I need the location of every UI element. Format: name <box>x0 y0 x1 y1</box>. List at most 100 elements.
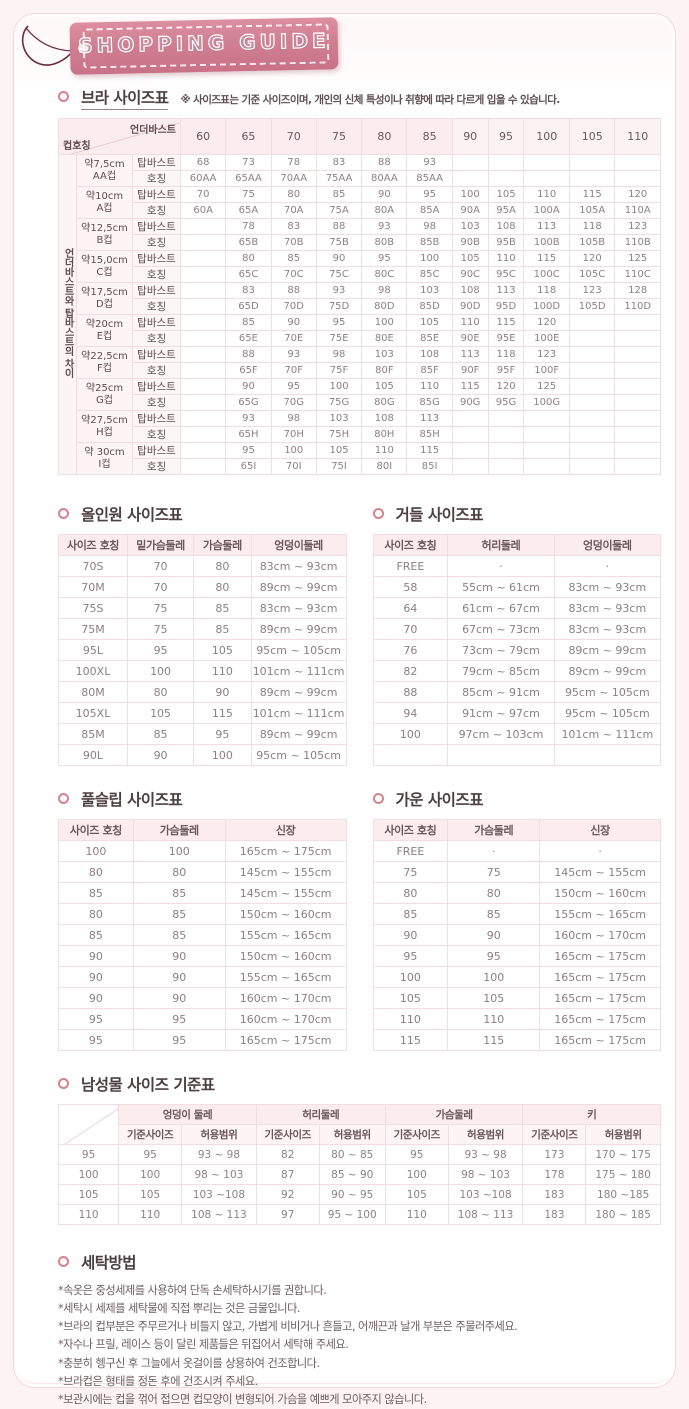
allinone-cell: 85 <box>126 723 195 745</box>
table-row: 76 73cm ~ 79cm 89cm ~ 99cm <box>372 639 662 661</box>
men-sub-header: 기준사이즈 <box>384 1124 449 1145</box>
allinone-cell: 101cm ~ 111cm <box>250 702 347 724</box>
bra-cell: 90E <box>451 330 489 347</box>
girdle-cell: 101cm ~ 111cm <box>553 723 662 745</box>
bra-cell: 65B <box>225 234 272 251</box>
men-cell: 175 ~ 180 <box>585 1164 661 1185</box>
bra-cell <box>614 314 661 331</box>
bra-cup-diff: 약20cm <box>85 319 124 330</box>
bra-cell: 100 <box>361 314 408 331</box>
bra-cell: 85 <box>315 186 363 203</box>
bra-cell: 115 <box>451 378 489 395</box>
table-row: 75 75 145cm ~ 155cm <box>372 861 661 883</box>
bra-cell <box>179 266 227 283</box>
bra-cup-name: 약27,5cm H컵 <box>76 410 133 443</box>
table-row: 90 90 160cm ~ 170cm <box>58 987 347 1009</box>
bra-column-header: 80 <box>361 118 408 155</box>
gown-cell: 75 <box>372 861 449 883</box>
section-header-men: 남성물 사이즈 기준표 <box>58 1073 661 1096</box>
men-cell: 98 ~ 103 <box>181 1164 257 1185</box>
bra-row-call: 호칭 60A 65A 70A 75A 80A 85A 90A 95A 100A 105A 110A <box>59 202 661 219</box>
bra-row-type-call: 호칭 <box>132 170 181 187</box>
bra-row-type-topbust: 탑바스트 <box>132 314 181 331</box>
gown-cell: 85 <box>447 903 541 925</box>
men-cell: 80 ~ 85 <box>318 1144 386 1165</box>
section-title-girdle: 거들 사이즈표 <box>395 506 484 524</box>
men-cell: 105 <box>384 1184 449 1205</box>
bra-cell: 70F <box>270 362 317 379</box>
bra-cell: 115 <box>406 442 453 459</box>
men-sub-header: 기준사이즈 <box>118 1124 183 1145</box>
fullslip-cell: 145cm ~ 155cm <box>224 882 347 904</box>
tag-body: SHOPPING GUIDE <box>69 17 339 75</box>
bra-cell: 100D <box>523 298 570 315</box>
bra-row-call: 호칭 65F 70F 75F 80F 85F 90F 95F 100F <box>59 362 661 379</box>
bra-cell <box>487 458 525 475</box>
section-header-allinone: 올인원 사이즈표 <box>58 503 347 526</box>
gown-cell: 155cm ~ 165cm <box>539 903 661 925</box>
bra-cell: 68 <box>179 154 227 171</box>
wash-instruction-item: *속옷은 중성세제를 사용하여 단독 손세탁하시기를 권합니다. <box>58 1284 327 1297</box>
bra-cup-label: A컵 <box>96 202 113 214</box>
table-row: 70S 70 80 83cm ~ 93cm <box>58 555 347 577</box>
bra-cell: 110 <box>406 378 453 395</box>
men-sub-header: 허용범위 <box>318 1124 386 1145</box>
bra-cell: 85A <box>406 202 453 219</box>
bra-row-type-topbust: 탑바스트 <box>132 442 181 459</box>
men-cell: 100 <box>118 1164 183 1185</box>
bra-cell: 80E <box>361 330 408 347</box>
fullslip-size-table: 사이즈 호칭 가슴둘레 신장 100 100 165cm ~ 175cm 80 80 145c… <box>58 819 347 1051</box>
bra-row-type-topbust: 탑바스트 <box>132 154 181 171</box>
bra-cup-diff: 약15,0cm <box>81 255 128 266</box>
bra-cell <box>614 378 661 395</box>
bra-cell <box>179 282 227 299</box>
table-row: 80 85 150cm ~ 160cm <box>58 903 347 925</box>
bra-cell <box>568 330 616 347</box>
allinone-cell: 85 <box>193 597 252 619</box>
bullet-icon <box>58 1078 69 1089</box>
table-row: 100 100 165cm ~ 175cm <box>372 966 661 988</box>
gown-cell: 115 <box>447 1029 541 1051</box>
bra-corner-cup-label: 컵호칭 <box>63 141 91 152</box>
bra-cell: 120 <box>487 378 525 395</box>
fullslip-cell: 80 <box>132 861 226 883</box>
bra-row-type-topbust: 탑바스트 <box>132 186 181 203</box>
bra-row-type-call: 호칭 <box>132 298 181 315</box>
allinone-cell: 80 <box>193 555 252 577</box>
bra-cell <box>614 346 661 363</box>
allinone-cell: 80M <box>58 681 128 703</box>
bra-cell: 80H <box>361 426 408 443</box>
bra-cell: 95 <box>406 186 453 203</box>
men-cell: 105 <box>118 1184 183 1205</box>
bra-cell: 118 <box>523 282 570 299</box>
allinone-cell: 70M <box>58 576 128 598</box>
allinone-cell: 70 <box>126 576 195 598</box>
men-cell: 82 <box>255 1144 320 1165</box>
bra-cell: 95G <box>487 394 525 411</box>
bra-cell: 90D <box>451 298 489 315</box>
table-row: 100 100 98 ~ 103 87 85 ~ 90 100 98 ~ 103 178 175… <box>57 1164 661 1185</box>
bra-cell <box>568 154 616 171</box>
table-row: 85 85 155cm ~ 165cm <box>58 924 347 946</box>
gown-cell: 95 <box>447 945 541 967</box>
bra-cell: 78 <box>225 218 272 235</box>
wash-instruction-item: *자수나 프릴, 레이스 등이 달린 제품들은 뒤집어서 세탁해 주세요. <box>58 1338 349 1352</box>
table-row: 85 85 145cm ~ 155cm <box>58 882 347 904</box>
girdle-cell: 82 <box>372 660 449 682</box>
bra-cell <box>487 410 525 427</box>
bra-cup-name: 약22,5cm F컵 <box>76 346 133 379</box>
bra-cell: 65E <box>225 330 272 347</box>
bra-cell: 88 <box>270 282 317 299</box>
fullslip-cell: 85 <box>58 924 134 946</box>
bra-cup-name: 약20cm E컵 <box>76 314 133 347</box>
men-cell: 95 <box>384 1144 449 1165</box>
bra-cup-name: 약 30cm I컵 <box>76 442 133 475</box>
gown-column-header: 사이즈 호칭 <box>372 819 449 841</box>
girdle-cell: 83cm ~ 93cm <box>553 576 662 598</box>
bra-cup-name: 약15,0cm C컵 <box>76 250 133 283</box>
girdle-cell: 67cm ~ 73cm <box>447 618 555 640</box>
bra-cup-label: G컵 <box>96 394 113 406</box>
bra-corner-cell: 언더바스트 컵호칭 <box>58 118 181 155</box>
girdle-cell: 79cm ~ 85cm <box>447 660 555 682</box>
bra-cell <box>451 442 489 459</box>
